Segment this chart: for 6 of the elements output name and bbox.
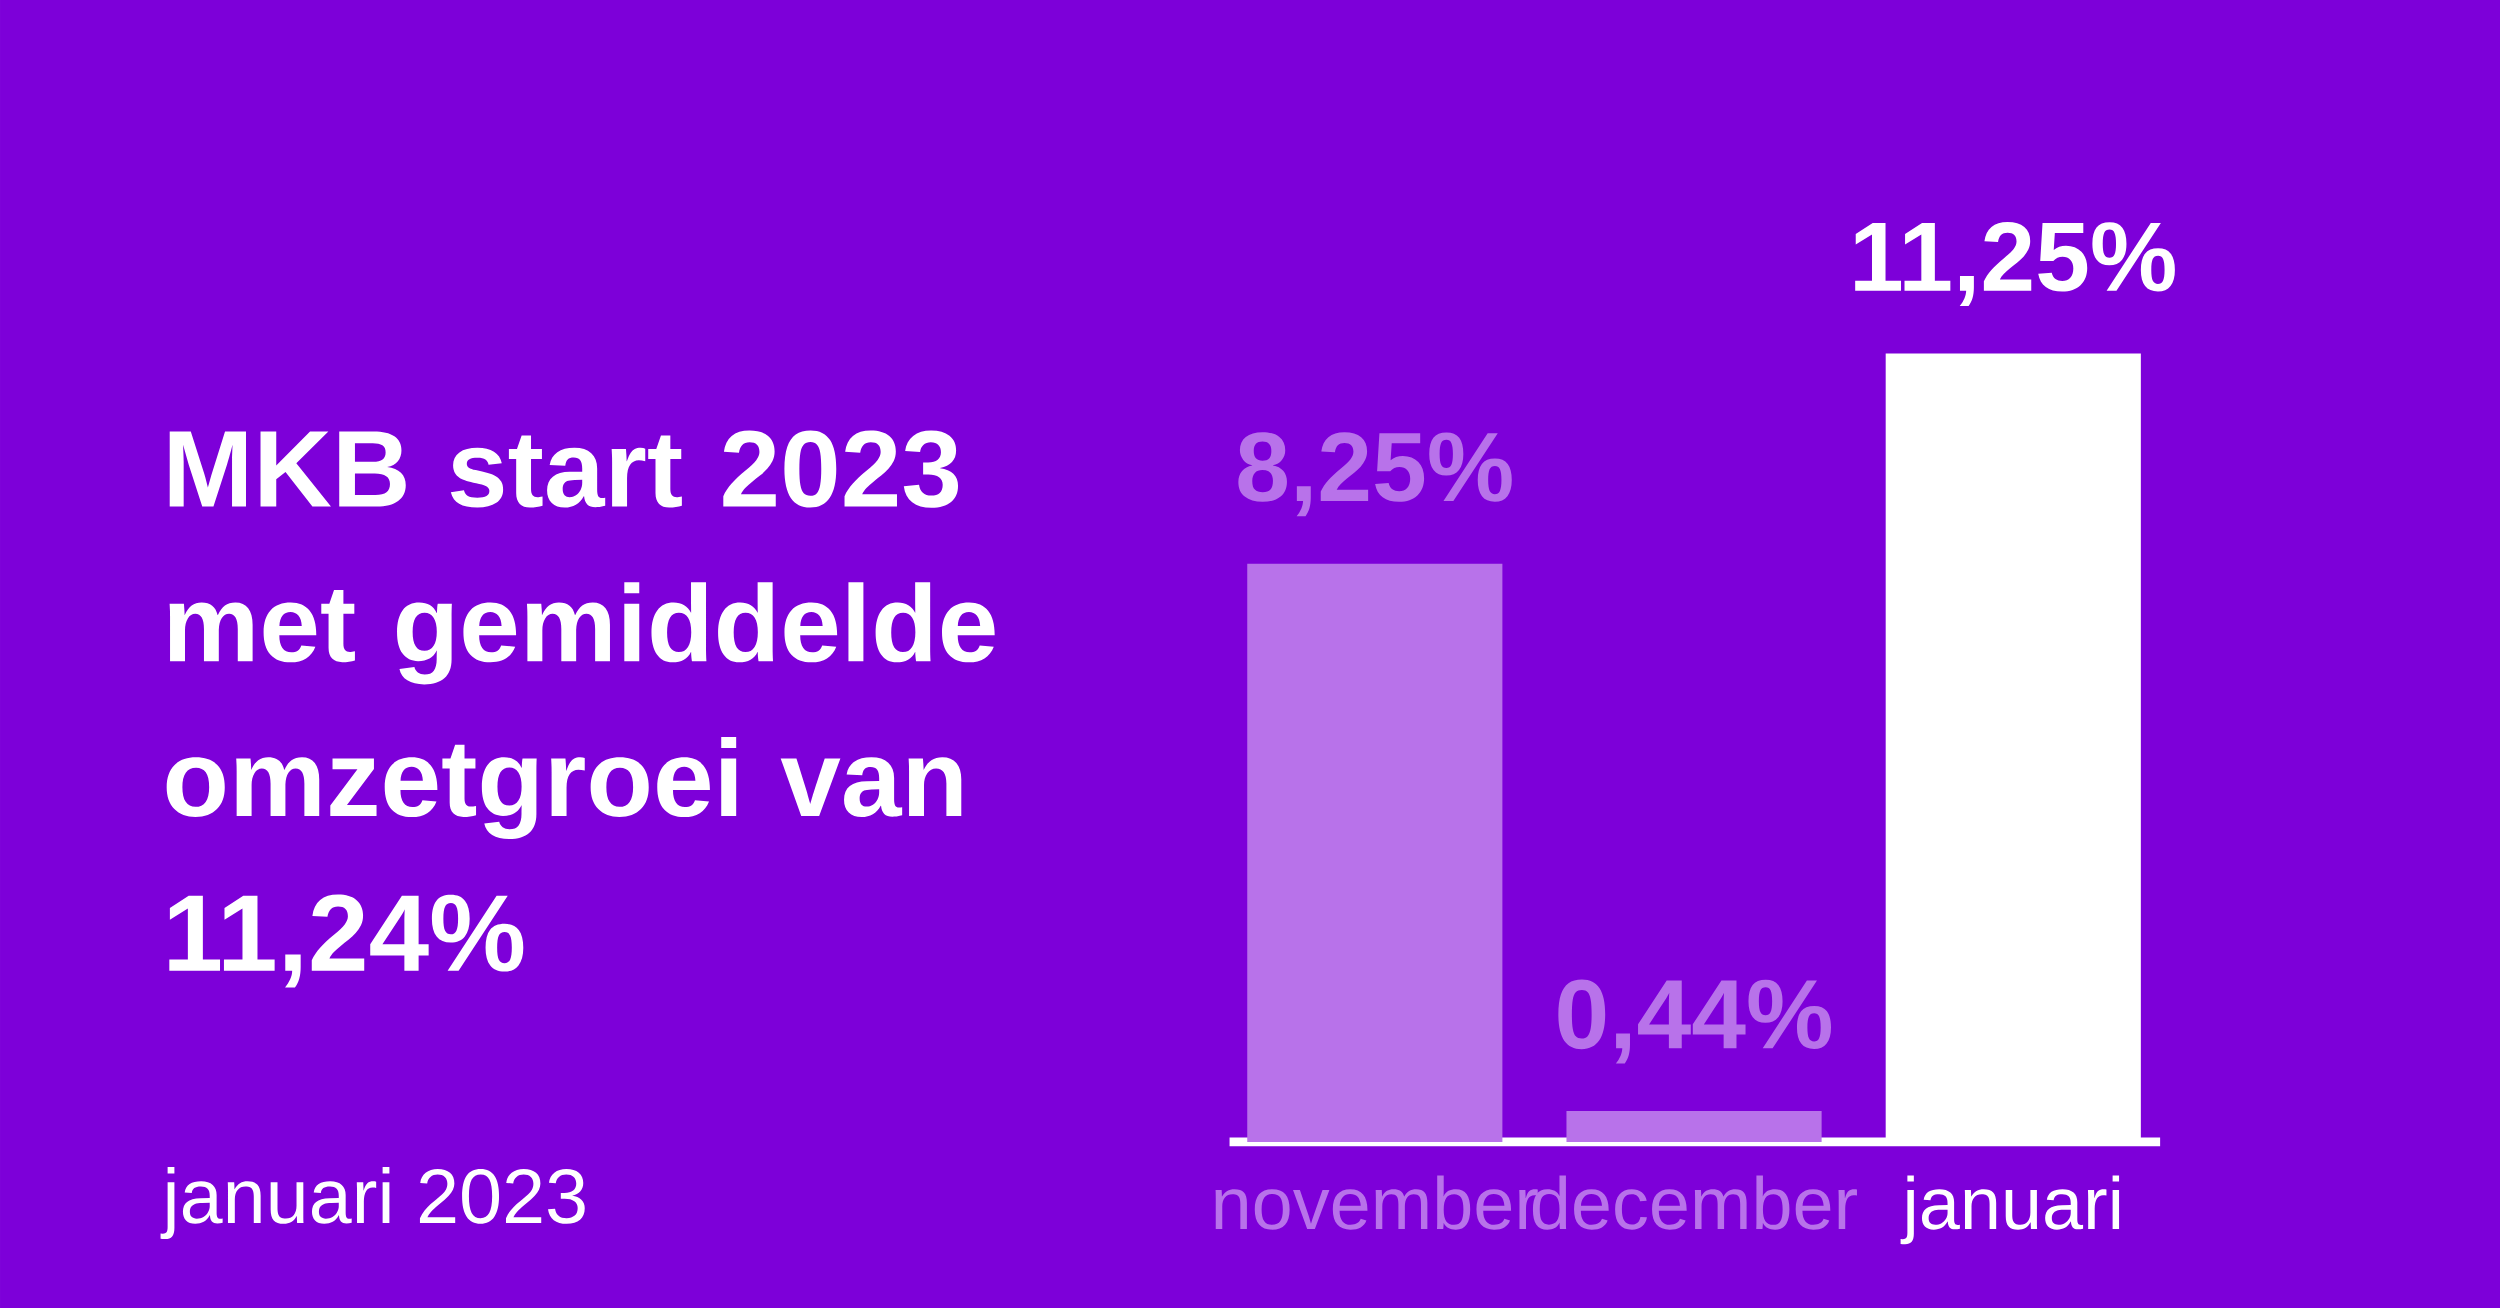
text: januari 2023 [160,1166,585,1240]
x-tick-label: januari [1900,1175,2120,1245]
data-label: 11,25% [1855,221,2175,306]
data-label: 0,44% [1558,979,1831,1064]
data-label: 8,25% [1238,432,1512,517]
text: MKB start 2023 met gemiddelde omzetgroei van 11,24% [166,430,995,988]
